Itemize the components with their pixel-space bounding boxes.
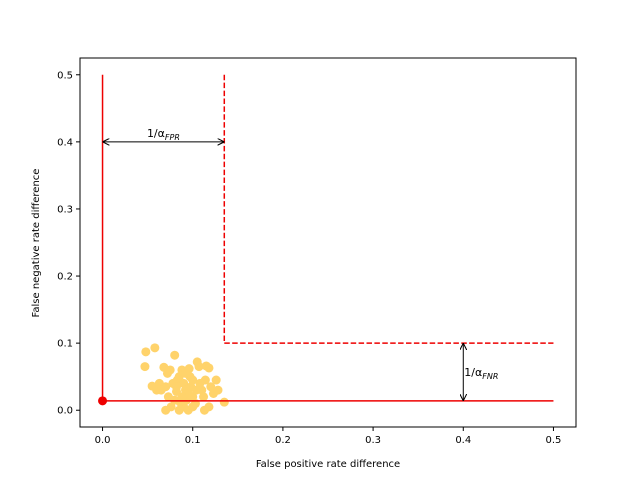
y-axis-ticks: 0.0 0.1 0.2 0.3 0.4 0.5 [57, 70, 80, 417]
scatter-point [174, 405, 184, 415]
scatter-point [194, 362, 204, 372]
y-tick-label: 0.5 [57, 70, 73, 81]
scatter-point [191, 385, 201, 395]
scatter-layer [140, 343, 229, 415]
x-axis-label: False positive rate difference [256, 459, 400, 470]
x-tick-label: 0.1 [185, 435, 201, 446]
scatter-point [165, 365, 175, 375]
scatter-point [156, 385, 166, 395]
scatter-point [213, 385, 223, 395]
scatter-point [199, 392, 209, 402]
scatter-point [140, 362, 150, 372]
y-tick-label: 0.0 [57, 406, 73, 417]
scatter-point [204, 363, 214, 373]
scatter-point [175, 397, 185, 407]
y-tick-label: 0.1 [57, 339, 73, 350]
scatter-point [141, 347, 151, 357]
x-tick-label: 0.5 [546, 435, 562, 446]
fnr-label: 1/αFNR [464, 366, 498, 381]
scatter-point [184, 364, 194, 374]
scatter-point [150, 343, 160, 353]
scatter-point [166, 402, 176, 412]
scatter-point [188, 402, 198, 412]
y-tick-label: 0.2 [57, 272, 73, 283]
scatter-point [200, 375, 210, 385]
plot-frame [79, 57, 577, 428]
x-tick-label: 0.4 [455, 435, 471, 446]
scatter-point [219, 397, 229, 407]
fpr-label: 1/αFPR [147, 127, 180, 142]
y-tick-label: 0.3 [57, 204, 73, 215]
plot-area [80, 58, 576, 427]
y-tick-label: 0.4 [57, 137, 73, 148]
x-tick-label: 0.3 [365, 435, 381, 446]
scatter-point [211, 375, 221, 385]
x-tick-label: 0.0 [95, 435, 111, 446]
x-tick-label: 0.2 [275, 435, 291, 446]
origin-point [98, 396, 108, 406]
y-axis-label: False negative rate difference [31, 169, 42, 318]
scatter-point [171, 382, 181, 392]
scatter-point [199, 405, 209, 415]
scatter-point [170, 350, 180, 360]
lines-layer [98, 74, 554, 406]
annotation-layer: 1/αFPR 1/αFNR [102, 127, 498, 401]
x-axis-ticks: 0.0 0.1 0.2 0.3 0.4 0.5 [95, 427, 562, 446]
